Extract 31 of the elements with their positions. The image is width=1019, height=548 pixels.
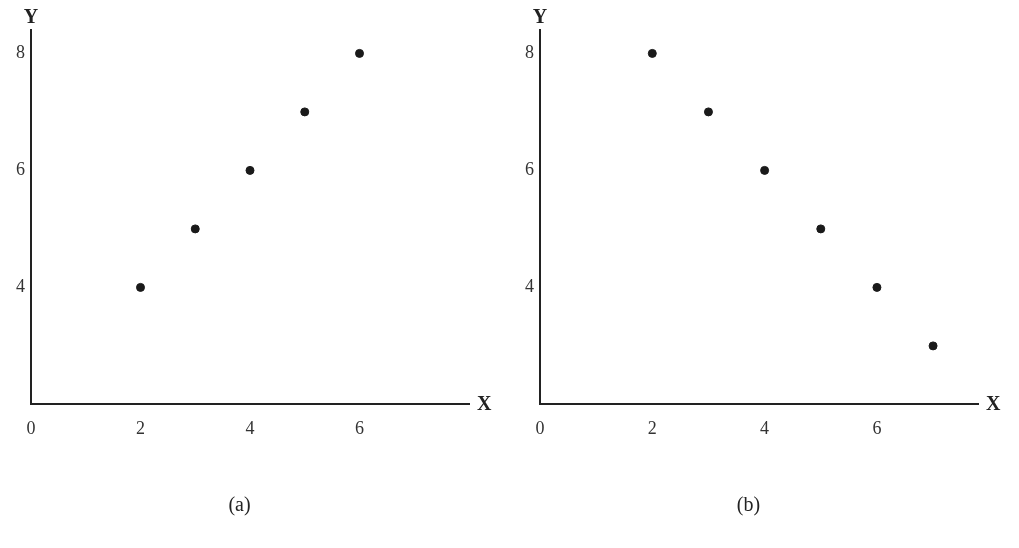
y-tick-label: 6 (525, 159, 534, 180)
x-tick-label: 2 (647, 417, 657, 438)
point (136, 282, 145, 292)
y-axis-title: Y (23, 5, 39, 28)
x-axis-title: X (477, 391, 492, 414)
point (355, 48, 364, 58)
point (760, 165, 770, 175)
x-tick-label: 0 (535, 417, 545, 438)
y-tick-label: 8 (525, 42, 534, 63)
y-axis-title: Y (532, 5, 548, 28)
x-tick-label: 2 (136, 417, 145, 438)
point (190, 224, 200, 234)
x-tick-label: 4 (760, 417, 770, 438)
x-tick-label: 4 (245, 417, 255, 438)
x-tick-label: 6 (872, 417, 882, 438)
point (928, 341, 938, 351)
point (816, 224, 826, 234)
y-tick-label: 4 (16, 276, 25, 297)
point (872, 282, 882, 292)
y-tick-label: 4 (525, 276, 534, 297)
y-tick-label: 6 (16, 159, 25, 180)
point (300, 107, 310, 117)
text: (b) (736, 493, 761, 517)
y-tick-label: 8 (16, 42, 25, 63)
x-tick-label: 0 (26, 417, 36, 438)
x-tick-label: 6 (355, 417, 364, 438)
point (647, 48, 657, 58)
text: (a) (228, 493, 251, 517)
x-axis-title: X (986, 391, 1001, 414)
point (245, 165, 255, 175)
point (703, 107, 713, 117)
